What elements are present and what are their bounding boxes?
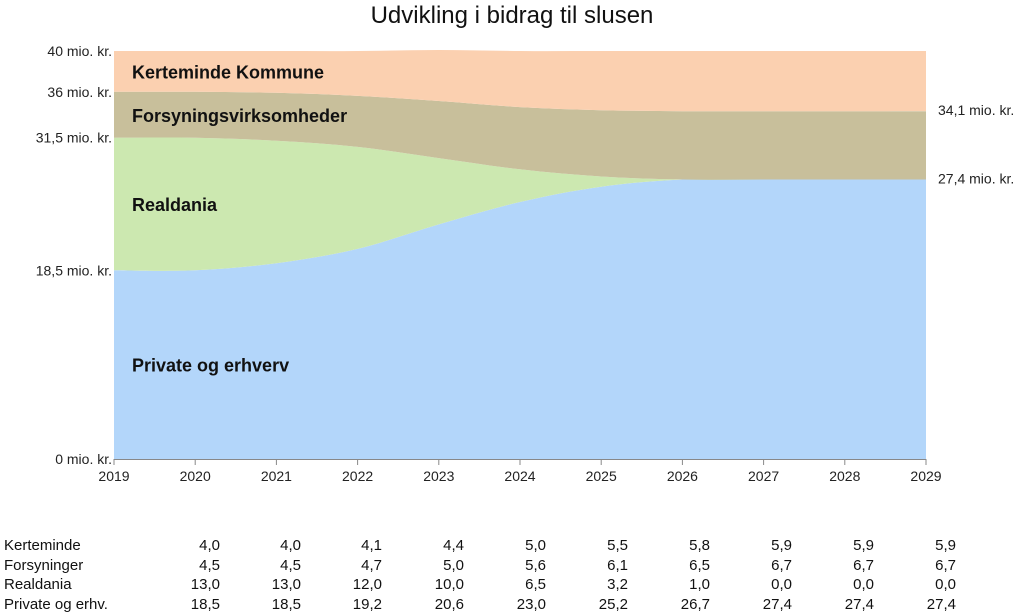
y-tick-label: 36 mio. kr. (47, 84, 112, 100)
right-value-labels: 34,1 mio. kr. 27,4 mio. kr. (938, 102, 1014, 186)
table-cell: 18,5 (190, 595, 220, 613)
table-row: Kerteminde 4,0 4,0 4,1 4,4 5,0 5,5 5,8 5,9 5,9 5,9 (0, 537, 1024, 557)
area-label: Kerteminde Kommune (132, 62, 324, 82)
right-value-label: 34,1 mio. kr. (938, 102, 1014, 118)
table-cell: 5,9 (771, 537, 792, 554)
table-cell: 5,9 (935, 537, 956, 554)
table-cell: 5,5 (607, 537, 628, 554)
table-cell: 5,8 (689, 537, 710, 554)
area-forsyningsvirksomheder (114, 91, 926, 180)
table-cell: 0,0 (853, 576, 874, 593)
table-cell: 5,6 (525, 556, 546, 574)
table-row-label: Kerteminde (4, 537, 81, 554)
table-cell: 6,7 (935, 556, 956, 574)
table-cell: 0,0 (935, 576, 956, 593)
table-cell: 4,1 (361, 537, 382, 554)
table-cell: 6,5 (689, 556, 710, 574)
table-cell: 13,0 (190, 576, 220, 593)
table-cell: 26,7 (680, 595, 710, 613)
table-cell: 4,4 (443, 537, 464, 554)
table-cell: 23,0 (516, 595, 546, 613)
table-cell: 5,0 (525, 537, 546, 554)
table-cell: 10,0 (434, 576, 464, 593)
right-value-label: 27,4 mio. kr. (938, 171, 1014, 187)
area-label: Forsyningsvirksomheder (132, 106, 347, 126)
x-tick-label: 2024 (504, 468, 535, 484)
x-tick-label: 2028 (829, 468, 860, 484)
table-cell: 27,4 (844, 595, 874, 613)
table-cell: 5,9 (853, 537, 874, 554)
area-labels: Private og erhverv Realdania Forsyningsvir… (132, 62, 347, 375)
area-private-og-erhverv (114, 178, 926, 459)
table-cell: 4,5 (280, 556, 301, 574)
table-cell: 20,6 (434, 595, 464, 613)
area-kerteminde-kommune (114, 50, 926, 112)
table-cell: 27,4 (926, 595, 956, 613)
x-axis: 2019 2020 2021 2022 2023 2024 2025 2026 2027 2028… (98, 459, 942, 484)
table-row-label: Private og erhv. (4, 595, 108, 613)
y-axis-labels: 40 mio. kr. 36 mio. kr. 31,5 mio. kr. 18,5 … (36, 43, 112, 467)
area-label: Realdania (132, 195, 218, 215)
table-cell: 6,7 (771, 556, 792, 574)
table-cell: 4,5 (199, 556, 220, 574)
x-tick-label: 2027 (748, 468, 779, 484)
table-row-label: Realdania (4, 576, 72, 593)
y-tick-label: 18,5 mio. kr. (36, 262, 112, 278)
table-cell: 12,0 (352, 576, 382, 593)
table-cell: 19,2 (352, 595, 382, 613)
table-cell: 6,7 (853, 556, 874, 574)
table-cell: 25,2 (598, 595, 628, 613)
table-cell: 6,5 (525, 576, 546, 593)
x-tick-label: 2020 (180, 468, 211, 484)
area-label: Private og erhverv (132, 356, 289, 376)
table-cell: 6,1 (607, 556, 628, 574)
table-row: Private og erhv. 18,5 18,5 19,2 20,6 23,0 25,2… (0, 596, 1024, 616)
table-cell: 3,2 (607, 576, 628, 593)
x-tick-label: 2026 (667, 468, 698, 484)
y-tick-label: 0 mio. kr. (55, 451, 112, 467)
table-cell: 4,0 (199, 537, 220, 554)
y-tick-label: 31,5 mio. kr. (36, 130, 112, 146)
x-tick-label: 2025 (586, 468, 617, 484)
x-tick-label: 2021 (261, 468, 292, 484)
table-cell: 18,5 (271, 595, 301, 613)
table-row: Realdania 13,0 13,0 12,0 10,0 6,5 3,2 1,0 0,0 0,0… (0, 576, 1024, 596)
table-cell: 1,0 (689, 576, 710, 593)
x-tick-label: 2029 (910, 468, 941, 484)
y-tick-label: 40 mio. kr. (47, 43, 112, 59)
x-tick-label: 2019 (98, 468, 129, 484)
x-tick-label: 2022 (342, 468, 373, 484)
table-cell: 0,0 (771, 576, 792, 593)
table-cell: 27,4 (762, 595, 792, 613)
area-layers (114, 50, 926, 459)
table-cell: 4,7 (361, 556, 382, 574)
area-realdania (114, 137, 926, 271)
table-row-label: Forsyninger (4, 556, 84, 574)
table-cell: 5,0 (443, 556, 464, 574)
table-cell: 13,0 (271, 576, 301, 593)
table-row: Forsyninger 4,5 4,5 4,7 5,0 5,6 6,1 6,5 6,7 6,7 6,… (0, 557, 1024, 577)
chart-title: Udvikling i bidrag til slusen (370, 2, 654, 29)
x-tick-label: 2023 (423, 468, 454, 484)
table-cell: 4,0 (280, 537, 301, 554)
